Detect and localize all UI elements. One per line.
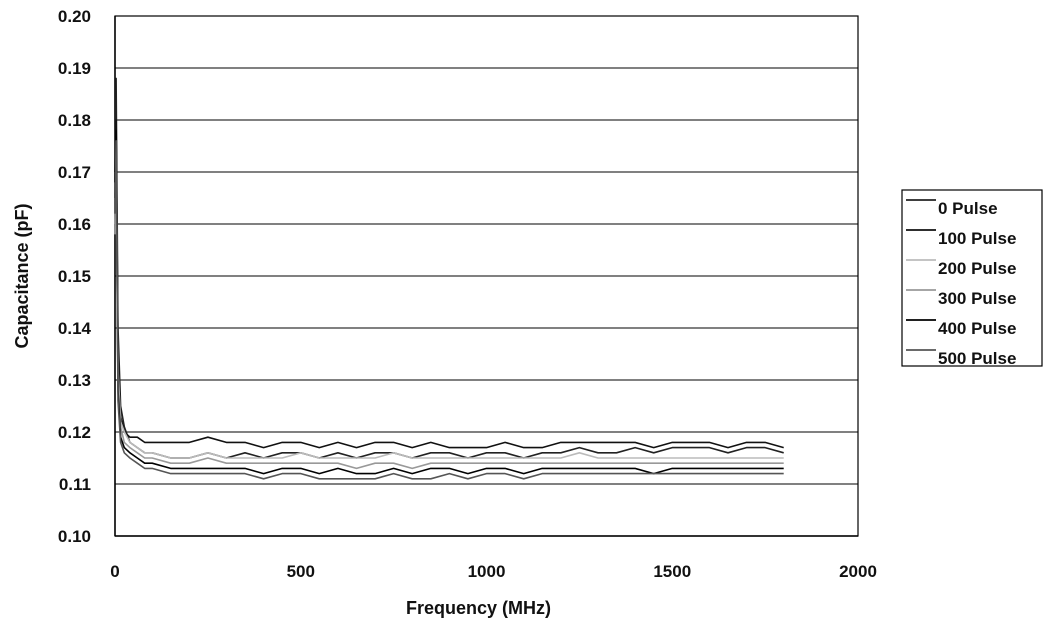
x-tick-label-2: 1000: [468, 562, 506, 581]
y-axis-title: Capacitance (pF): [12, 203, 32, 348]
y-tick-label-10: 0.20: [58, 7, 91, 26]
series-line-5: [114, 140, 784, 480]
legend-label-0: 0 Pulse: [938, 199, 998, 218]
y-tick-label-9: 0.19: [58, 59, 91, 78]
x-tick-label-4: 2000: [839, 562, 877, 581]
series-line-1: [114, 119, 784, 449]
series-line-3: [114, 160, 784, 470]
y-tick-label-7: 0.17: [58, 163, 91, 182]
axes: [114, 16, 858, 537]
legend-label-5: 500 Pulse: [938, 349, 1016, 368]
gridlines: [115, 67, 858, 485]
legend: 0 Pulse 100 Pulse 200 Pulse 300 Pulse 400 Pu…: [901, 189, 1043, 368]
legend-label-3: 300 Pulse: [938, 289, 1016, 308]
y-tick-label-5: 0.15: [58, 267, 91, 286]
y-tick-label-8: 0.18: [58, 111, 91, 130]
y-tick-label-6: 0.16: [58, 215, 91, 234]
x-tick-label-1: 500: [287, 562, 315, 581]
x-tick-label-0: 0: [110, 562, 119, 581]
x-axis-title: Frequency (MHz): [406, 598, 551, 618]
y-tick-labels: 0.10 0.11 0.12 0.13 0.14 0.15 0.16 0.17 0.18 0.19…: [58, 7, 92, 546]
series-line-2: [114, 145, 784, 459]
y-tick-label-3: 0.13: [58, 371, 91, 390]
legend-label-4: 400 Pulse: [938, 319, 1016, 338]
legend-label-1: 100 Pulse: [938, 229, 1016, 248]
y-tick-label-4: 0.14: [58, 319, 92, 338]
series-lines: [114, 77, 784, 480]
x-tick-labels: 0 500 1000 1500 2000: [110, 562, 877, 581]
y-tick-label-2: 0.12: [58, 423, 91, 442]
legend-label-2: 200 Pulse: [938, 259, 1016, 278]
y-tick-label-0: 0.10: [58, 527, 91, 546]
x-tick-label-3: 1500: [653, 562, 691, 581]
y-tick-label-1: 0.11: [59, 475, 91, 494]
legend-box: [901, 189, 1043, 367]
